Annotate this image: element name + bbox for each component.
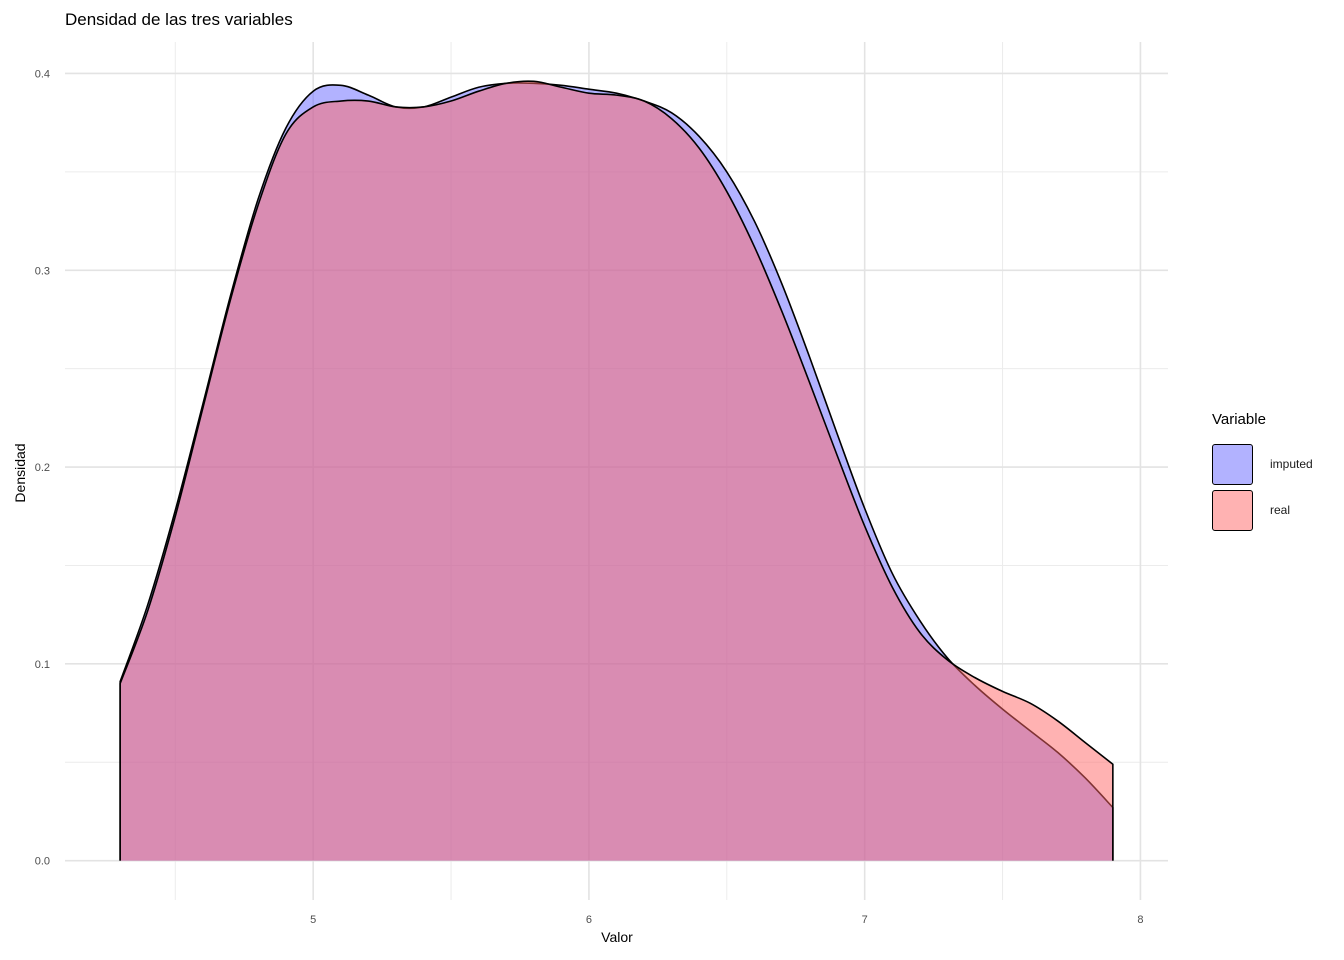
x-tick-label: 6 [586, 914, 592, 926]
legend-item-real: real [1212, 487, 1313, 533]
legend-label-imputed: imputed [1270, 457, 1313, 471]
x-tick-label: 7 [862, 914, 868, 926]
x-axis-label: Valor [601, 929, 633, 945]
y-tick-label: 0.1 [35, 659, 50, 671]
y-tick-labels: 0.0 0.1 0.2 0.3 0.4 [35, 68, 50, 867]
legend-label-real: real [1270, 503, 1291, 517]
legend-item-imputed: imputed [1212, 441, 1313, 487]
chart-title: Densidad de las tres variables [65, 10, 293, 29]
y-tick-label: 0.3 [35, 265, 50, 277]
density-area-real [120, 81, 1113, 861]
density-outline-imputed [119, 82, 1114, 861]
y-tick-label: 0.0 [35, 856, 50, 868]
x-tick-label: 8 [1137, 914, 1143, 926]
density-areas [119, 80, 1114, 861]
y-tick-label: 0.2 [35, 462, 50, 474]
legend-swatch-real [1212, 489, 1253, 531]
y-axis-label: Densidad [12, 443, 28, 502]
legend-title: Variable [1212, 411, 1266, 428]
legend: Variable imputed real [1212, 411, 1313, 533]
y-tick-label: 0.4 [35, 68, 50, 80]
density-outline-real [119, 80, 1114, 861]
x-tick-labels: 5 6 7 8 [310, 914, 1143, 926]
legend-swatch-imputed [1212, 443, 1253, 485]
x-tick-label: 5 [310, 914, 316, 926]
